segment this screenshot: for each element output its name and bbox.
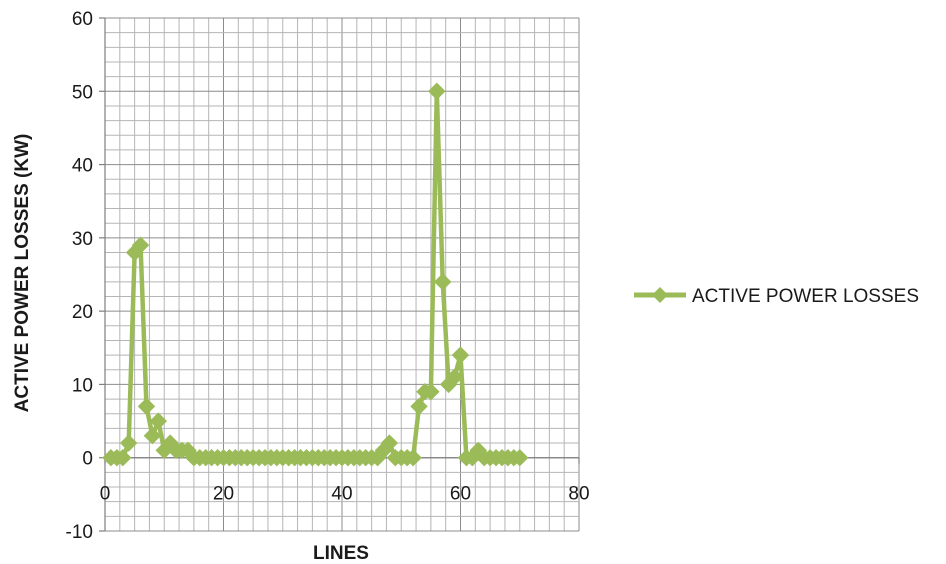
y-tick-label: 60 [72, 9, 93, 30]
y-tick-label: 50 [72, 82, 93, 103]
y-tick-label: 30 [72, 229, 93, 250]
x-tick-label: 80 [568, 484, 589, 505]
x-tick-label: 20 [213, 484, 234, 505]
y-axis-title: ACTIVE POWER LOSSES (KW) [12, 134, 33, 413]
data-point [453, 347, 469, 363]
series-line [111, 91, 520, 457]
series-layer [103, 83, 528, 465]
data-point [411, 398, 427, 414]
data-point [435, 274, 451, 290]
y-tick-label: -10 [66, 522, 93, 543]
legend-label: ACTIVE POWER LOSSES [692, 286, 919, 307]
x-tick-label: 60 [450, 484, 471, 505]
data-point [138, 398, 154, 414]
y-tick-label: 20 [72, 302, 93, 323]
x-tick-label: 40 [331, 484, 352, 505]
legend: ACTIVE POWER LOSSES [634, 286, 919, 307]
y-tick-label: 0 [82, 449, 93, 470]
x-axis-title: LINES [313, 543, 369, 564]
x-tick-label: 0 [100, 484, 111, 505]
y-tick-label: 10 [72, 375, 93, 396]
legend-marker [652, 287, 668, 303]
y-tick-label: 40 [72, 156, 93, 177]
